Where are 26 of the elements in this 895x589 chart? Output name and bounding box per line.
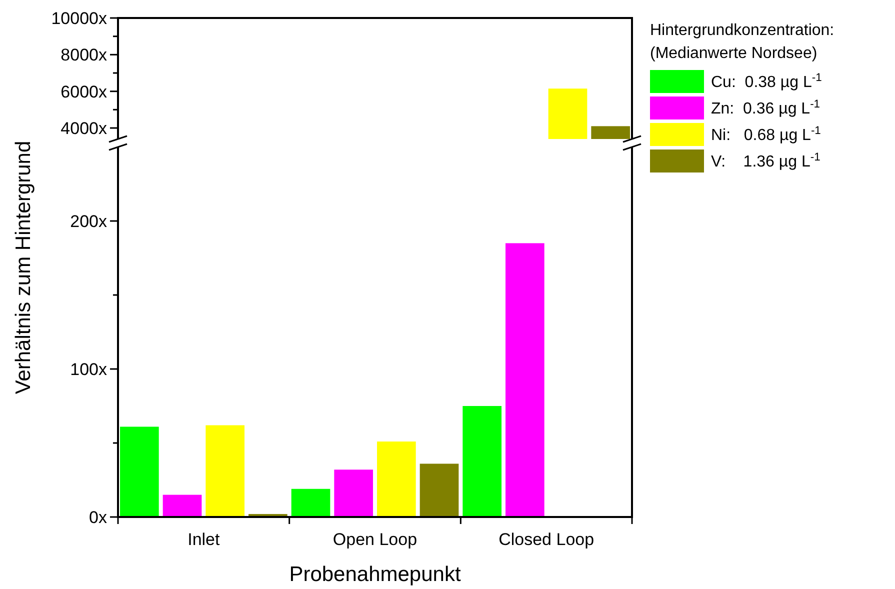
bar — [334, 470, 373, 517]
bar — [420, 464, 459, 517]
y-axis-title: Verhältnis zum Hintergrund — [12, 140, 35, 394]
bar — [462, 406, 502, 517]
legend-label: Zn: 0.36 µg L$^{-1}$ — [711, 98, 820, 118]
x-tick-label: Closed Loop — [498, 530, 594, 549]
y-tick-label: 8000x — [60, 46, 108, 65]
legend-label: V: 1.36 µg L$^{-1}$ — [711, 152, 820, 170]
bar — [120, 426, 159, 517]
y-tick-label: 0x — [89, 508, 108, 527]
y-tick-label: 6000x — [60, 82, 108, 102]
y-tick-label: 100x — [70, 360, 108, 379]
bar — [506, 243, 544, 517]
y-tick-label: 10000x — [51, 8, 108, 28]
legend-title: Hintergrundkonzentration: (Medianwerte Nordsee) — [650, 22, 834, 62]
x-axis-title: Probenahmepunkt — [289, 563, 461, 586]
x-tick-label: Open Loop — [332, 530, 418, 549]
legend-label: Ni: 0.68 µg L$^{-1}$ — [711, 125, 821, 144]
bar — [206, 425, 244, 517]
bar — [291, 488, 330, 517]
x-tick-label: Inlet — [188, 530, 220, 549]
y-tick-label: 4000x — [60, 118, 108, 138]
y-tick-label: 200x — [70, 212, 108, 231]
legend-label: Cu: 0.38 µg L$^{-1}$ — [711, 72, 822, 91]
bar — [162, 494, 202, 517]
bar — [377, 442, 416, 517]
